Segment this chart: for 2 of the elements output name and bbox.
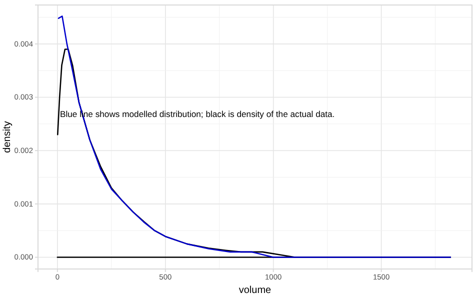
x-axis-title: volume xyxy=(238,285,272,296)
y-axis-title: density xyxy=(2,121,13,153)
